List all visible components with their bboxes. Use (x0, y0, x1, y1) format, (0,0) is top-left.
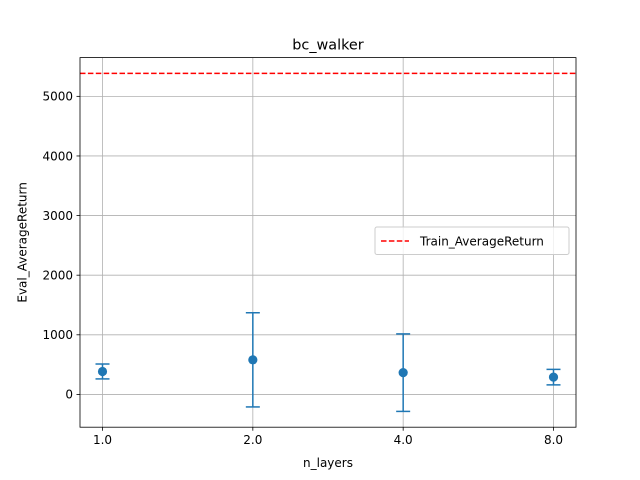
chart-title: bc_walker (292, 38, 364, 54)
x-axis-ticks: 1.0 2.0 4.0 8.0 (93, 427, 563, 447)
grid-lines (80, 57, 576, 428)
x-axis-label: n_layers (303, 456, 353, 470)
x-tick-label: 8.0 (544, 433, 563, 447)
legend-box (374, 226, 570, 255)
y-tick-label: 4000 (42, 149, 73, 163)
y-tick-label: 2000 (42, 268, 73, 282)
plot-frame (79, 57, 577, 428)
x-tick-label: 2.0 (243, 433, 262, 447)
data-point (398, 368, 408, 378)
y-axis-label: Eval_AverageReturn (16, 182, 30, 302)
data-point (248, 355, 258, 365)
data-point (548, 372, 559, 382)
legend-label-train-averagereturn: Train_AverageReturn (419, 234, 544, 248)
legend: Train_AverageReturn (374, 226, 570, 255)
y-tick-label: 5000 (42, 90, 73, 104)
data-point (97, 366, 108, 377)
y-tick-label: 3000 (42, 209, 73, 223)
x-tick-label: 1.0 (93, 433, 112, 447)
y-tick-label: 0 (65, 388, 73, 402)
y-axis-ticks: 0 1000 2000 3000 4000 5000 (42, 90, 80, 402)
y-tick-label: 1000 (42, 328, 73, 342)
data-marks (95, 311, 561, 413)
x-tick-label: 4.0 (394, 433, 413, 447)
